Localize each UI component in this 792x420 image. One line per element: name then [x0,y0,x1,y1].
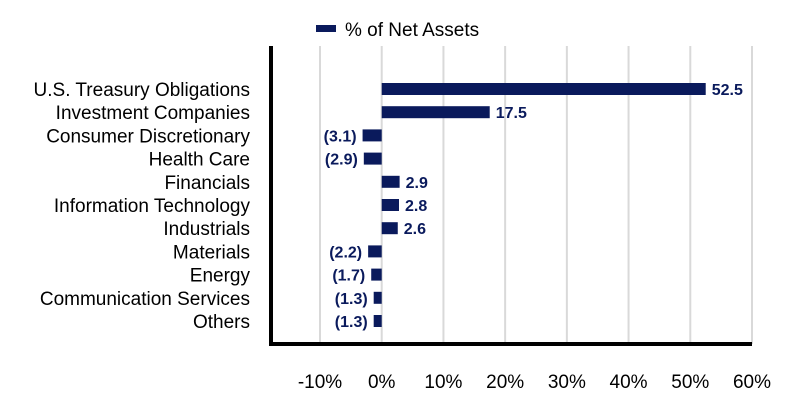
bar [381,83,706,95]
x-tick-label: 50% [671,372,709,393]
bar [381,199,399,211]
category-label: Communication Services [40,289,250,310]
bar [381,106,490,119]
bar [371,268,382,281]
category-label: Industrials [163,219,250,240]
data-labels: 52.5 17.5 (3.1) (2.9) 2.9 2.8 2.6 (2.2) (1.7) (1.… [324,82,743,331]
legend-swatch [316,25,336,32]
data-label: (2.2) [329,244,362,261]
data-label: (1.3) [335,291,368,308]
category-label: Financials [164,173,250,194]
category-label: Energy [190,266,251,287]
data-label: 17.5 [496,105,527,122]
data-label: (1.3) [335,314,368,331]
x-tick-label: 0% [368,372,396,393]
bars [362,83,706,327]
bar [373,315,382,327]
x-tick-label: 40% [610,372,648,393]
category-label: Consumer Discretionary [46,126,250,147]
data-label: (3.1) [324,128,357,145]
bar [373,291,382,304]
category-label: Investment Companies [56,103,250,124]
bar [368,245,382,258]
category-label: Materials [173,242,250,263]
gridlines [319,46,753,344]
x-tick-labels: -10% 0% 10% 20% 30% 40% 50% 60% [298,372,771,393]
bar [381,175,400,188]
legend: % of Net Assets [316,20,479,41]
category-label: Others [193,312,250,333]
category-label: Health Care [149,150,250,171]
bar [362,129,382,142]
x-tick-label: 30% [548,372,586,393]
x-tick-label: 60% [733,372,771,393]
bar [363,152,382,165]
data-label: (2.9) [325,152,358,169]
x-tick-label: 20% [486,372,524,393]
data-label: 2.6 [404,221,426,238]
data-label: 52.5 [712,82,743,99]
data-label: 2.8 [405,198,427,215]
x-tick-label: 10% [424,372,462,393]
category-label: Information Technology [54,196,251,217]
legend-label: % of Net Assets [345,20,479,41]
category-label: U.S. Treasury Obligations [34,80,250,101]
x-tick-label: -10% [298,372,342,393]
data-label: (1.7) [332,268,365,285]
bar [381,222,398,235]
data-label: 2.9 [406,175,428,192]
